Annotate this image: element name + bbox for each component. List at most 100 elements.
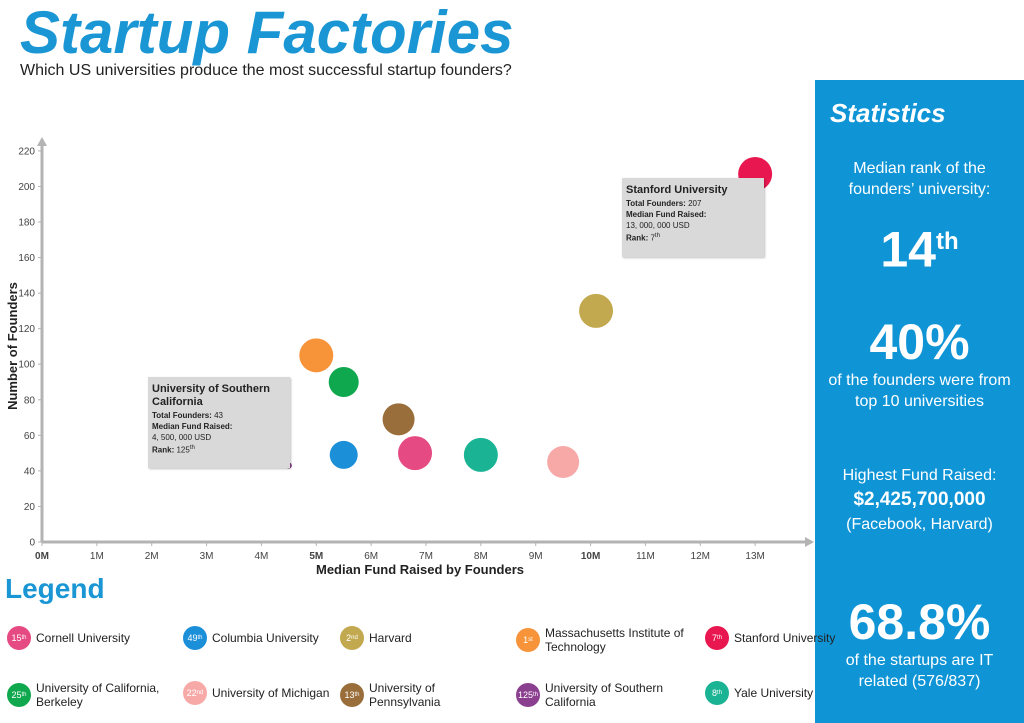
y-tick-label: 200 bbox=[18, 182, 35, 193]
median-rank-number: 14 bbox=[880, 221, 936, 278]
legend-label: Massachusetts Institute of Technology bbox=[545, 626, 684, 654]
legend-label: Yale University bbox=[734, 686, 814, 700]
data-point[interactable]: Massachusetts Institute of Technology bbox=[299, 338, 334, 373]
tooltip-rank-suffix: th bbox=[654, 233, 660, 239]
top10-text: of the founders were from top 10 univers… bbox=[828, 372, 1011, 410]
legend-rank: 13 bbox=[344, 690, 355, 700]
x-axis-label: Median Fund Raised by Founders bbox=[316, 562, 524, 577]
legend-label: Stanford University bbox=[734, 631, 836, 645]
tooltip-university: University of Southern California bbox=[152, 383, 270, 408]
y-tick-label: 120 bbox=[18, 324, 35, 335]
x-tick-label: 6M bbox=[364, 551, 378, 562]
tooltip-fund: 13, 000, 000 USD bbox=[626, 221, 690, 230]
median-rank-text: Median rank of the founders’ university: bbox=[848, 160, 991, 198]
legend-label: Cornell University bbox=[36, 631, 131, 645]
x-tick-label: 3M bbox=[200, 551, 214, 562]
legend-rank: 49 bbox=[187, 633, 198, 643]
data-point[interactable]: Yale University bbox=[463, 437, 498, 472]
x-tick-label: 12M bbox=[691, 551, 710, 562]
x-tick-label: 5M bbox=[309, 551, 323, 562]
x-tick-label: 0M bbox=[35, 551, 49, 562]
tooltip-founders-label: Total Founders: bbox=[626, 199, 686, 208]
legend-rank-suffix: th bbox=[717, 690, 723, 696]
data-point[interactable]: Columbia University bbox=[329, 440, 358, 469]
highest-fund-label: Highest Fund Raised: bbox=[842, 467, 997, 484]
legend-rank-suffix: th bbox=[354, 692, 360, 698]
x-axis-arrow bbox=[805, 537, 814, 547]
tooltip-stanford: Stanford University Total Founders: 207 … bbox=[622, 178, 764, 257]
tooltip-fund: 4, 500, 000 USD bbox=[152, 433, 212, 442]
it-text: of the startups are IT related (576/837) bbox=[845, 652, 994, 690]
legend-rank: 8 bbox=[711, 688, 717, 698]
tooltip-rank: 125 bbox=[176, 445, 190, 455]
x-tick-label: 13M bbox=[745, 551, 764, 562]
tooltip-fund-label: Median Fund Raised: bbox=[152, 422, 233, 431]
legend-rank: 25 bbox=[11, 690, 22, 700]
data-point[interactable]: University of Pennsylvania bbox=[382, 403, 415, 436]
tooltip-rank-label: Rank: bbox=[626, 233, 649, 243]
x-tick-label: 1M bbox=[90, 551, 104, 562]
tooltip-rank: 7 bbox=[650, 233, 655, 243]
statistics-panel: Statistics Median rank of the founders’ … bbox=[815, 80, 1024, 723]
x-tick-label: 11M bbox=[636, 551, 655, 562]
x-tick-label: 8M bbox=[474, 551, 488, 562]
legend-label: University of Michigan bbox=[212, 686, 330, 700]
legend-label: University of Pennsylvania bbox=[369, 681, 441, 709]
legend-label: Columbia University bbox=[212, 631, 319, 645]
legend-rank-suffix: th bbox=[197, 635, 203, 641]
y-tick-label: 100 bbox=[18, 360, 35, 371]
legend-label: Harvard bbox=[369, 631, 412, 645]
data-point[interactable]: Cornell University bbox=[398, 436, 433, 471]
legend-rank-suffix: th bbox=[21, 692, 27, 698]
legend-label: University of Southern California bbox=[545, 681, 664, 709]
x-tick-label: 4M bbox=[254, 551, 268, 562]
legend-rank: 7 bbox=[711, 633, 717, 643]
y-tick-label: 140 bbox=[18, 289, 35, 300]
y-tick-label: 220 bbox=[18, 146, 35, 157]
x-tick-label: 2M bbox=[145, 551, 159, 562]
highest-fund-value: $2,425,700,000 bbox=[853, 489, 986, 510]
legend-rank-suffix: nd bbox=[196, 690, 204, 696]
y-axis-arrow bbox=[37, 137, 47, 146]
y-axis-label: Number of Founders bbox=[5, 282, 20, 410]
highest-fund-note: (Facebook, Harvard) bbox=[846, 516, 993, 533]
tooltip-founders-label: Total Founders: bbox=[152, 411, 212, 420]
tooltip-fund-label: Median Fund Raised: bbox=[626, 210, 707, 219]
top10-percentage: 40% bbox=[869, 314, 970, 370]
data-point[interactable]: University of Michigan bbox=[547, 446, 580, 478]
y-tick-label: 20 bbox=[24, 502, 36, 513]
x-tick-label: 7M bbox=[419, 551, 433, 562]
legend-rank-suffix: st bbox=[528, 637, 533, 643]
y-tick-label: 60 bbox=[24, 431, 36, 442]
legend-rank-suffix: nd bbox=[351, 635, 358, 641]
legend-rank: 1 bbox=[523, 635, 529, 645]
y-tick-label: 0 bbox=[29, 538, 35, 549]
y-tick-label: 180 bbox=[18, 218, 35, 229]
tooltip-rank-suffix: th bbox=[189, 445, 195, 451]
data-point[interactable]: Harvard bbox=[579, 293, 614, 328]
x-tick-label: 10M bbox=[581, 551, 600, 562]
legend-rank-suffix: th bbox=[533, 692, 539, 698]
x-tick-label: 9M bbox=[529, 551, 543, 562]
it-percentage: 68.8% bbox=[848, 594, 991, 650]
page-subtitle: Which US universities produce the most s… bbox=[20, 62, 512, 79]
page-title: Startup Factories bbox=[20, 0, 514, 66]
tooltip-usc: University of Southern California Total … bbox=[148, 377, 290, 468]
data-point[interactable]: University of California, Berkeley bbox=[328, 367, 359, 397]
